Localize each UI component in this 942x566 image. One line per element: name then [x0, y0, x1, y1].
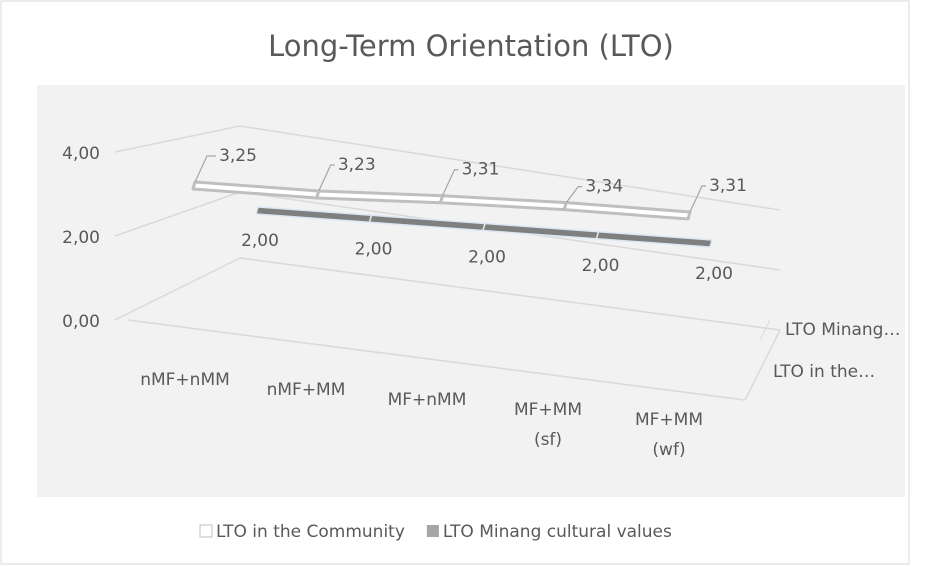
depth-label: LTO in the…: [773, 362, 875, 382]
depth-axis: [759, 319, 771, 341]
grid-line: [114, 125, 781, 211]
floor-front-edge: [127, 319, 746, 401]
data-label: 3,23: [338, 155, 376, 175]
leader-line: [565, 185, 583, 203]
ribbon-segment: [562, 201, 692, 221]
data-label: 3,25: [219, 146, 257, 166]
x-tick-label: MF+MM (wf): [635, 410, 703, 460]
legend-swatch: [199, 524, 213, 538]
data-label: 2,00: [582, 256, 620, 276]
x-tick-label: MF+MM (sf): [514, 400, 582, 450]
grid-line: [114, 257, 781, 331]
leader-line: [689, 185, 706, 213]
leader-line: [318, 164, 335, 192]
data-label: 2,00: [241, 231, 279, 251]
ribbon-segment: [595, 231, 713, 248]
y-tick-label: 4,00: [62, 144, 100, 164]
x-tick-label: nMF+nMM: [140, 370, 230, 390]
plot-area: [37, 85, 905, 497]
data-label: 2,00: [468, 248, 506, 268]
x-tick-label: MF+nMM: [388, 390, 467, 410]
legend-label: LTO Minang cultural values: [443, 522, 672, 542]
y-tick-label: 2,00: [62, 228, 100, 248]
chart-title: Long-Term Orientation (LTO): [268, 29, 674, 63]
data-label: 2,00: [355, 239, 393, 259]
data-label: 3,31: [709, 176, 747, 196]
data-label: 2,00: [695, 264, 733, 284]
y-tick-label: 0,00: [62, 312, 100, 332]
floor-right-edge: [744, 329, 781, 401]
legend-swatch: [426, 525, 439, 537]
data-label: 3,31: [462, 160, 500, 180]
depth-label: LTO Minang…: [785, 320, 900, 340]
data-label: 3,34: [585, 177, 623, 197]
legend-label: LTO in the Community: [216, 522, 405, 542]
x-tick-label: nMF+MM: [267, 380, 346, 400]
leader-line: [194, 155, 216, 183]
leader-line: [441, 169, 459, 196]
